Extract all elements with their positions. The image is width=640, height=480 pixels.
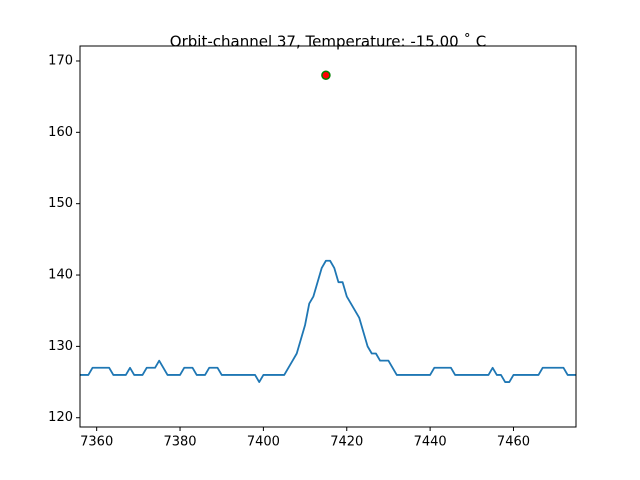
x-tick-label: 7360 (80, 435, 113, 450)
line (80, 259, 576, 383)
y-tick-label: 130 (48, 339, 73, 354)
x-tick-label: 7460 (497, 435, 530, 450)
x-tick-label: 7380 (163, 435, 196, 450)
x-tick-label: 7420 (330, 435, 363, 450)
y-tick-label: 170 (48, 53, 73, 68)
marker (321, 70, 331, 81)
y-tick-label: 150 (48, 196, 73, 211)
y-tick-label: 140 (48, 268, 73, 283)
x-tick-label: 7440 (414, 435, 447, 450)
x-tick-label: 7400 (247, 435, 280, 450)
chart-title: Orbit-channel 37, Temperature: -15.00 ˚ … (170, 33, 486, 51)
y-tick-label: 160 (48, 125, 73, 140)
y-tick-label: 120 (48, 410, 73, 425)
plot-frame (79, 45, 577, 428)
